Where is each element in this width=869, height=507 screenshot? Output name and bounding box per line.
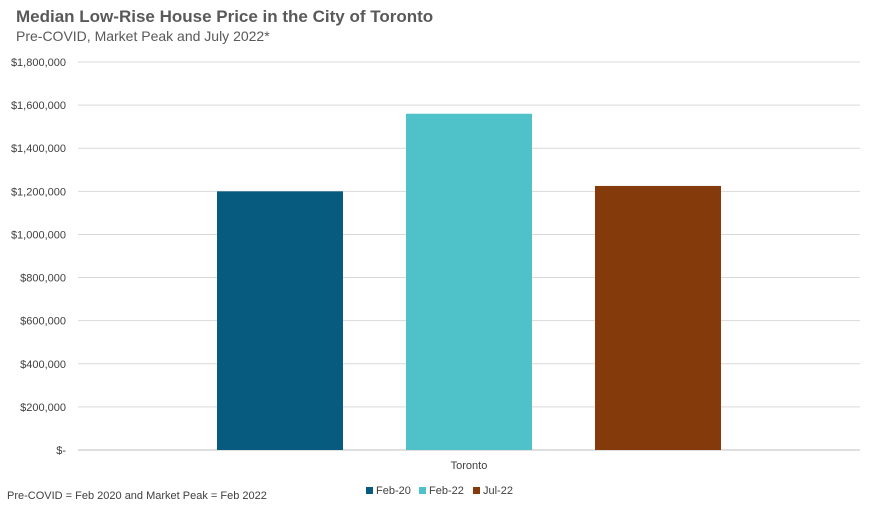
legend-item: Feb-20 xyxy=(366,485,411,497)
chart-subtitle: Pre-COVID, Market Peak and July 2022* xyxy=(16,28,270,44)
y-tick-label: $1,400,000 xyxy=(11,143,66,155)
bar-feb-22 xyxy=(406,113,532,450)
legend-label: Jul-22 xyxy=(483,485,513,497)
y-tick-label: $1,800,000 xyxy=(11,57,66,69)
y-tick-label: $1,600,000 xyxy=(11,100,66,112)
y-tick-label: $- xyxy=(56,445,66,457)
y-axis-tick-labels: $- $200,000 $400,000 $600,000 $800,000 $1,000… xyxy=(11,57,66,457)
y-tick-label: $1,000,000 xyxy=(11,229,66,241)
y-tick-label: $400,000 xyxy=(20,359,66,371)
legend-swatch xyxy=(366,487,373,494)
x-axis-tick-labels: Toronto xyxy=(451,460,488,472)
legend-item: Feb-22 xyxy=(419,485,464,497)
legend: Feb-20 Feb-22 Jul-22 xyxy=(366,485,513,497)
bar-feb-20 xyxy=(217,191,343,451)
y-tick-label: $1,200,000 xyxy=(11,186,66,198)
legend-label: Feb-20 xyxy=(376,485,411,497)
legend-swatch xyxy=(473,487,480,494)
legend-label: Feb-22 xyxy=(429,485,464,497)
y-tick-label: $800,000 xyxy=(20,273,66,285)
y-tick-label: $600,000 xyxy=(20,316,66,328)
x-tick-label: Toronto xyxy=(451,460,488,472)
chart-footnote: Pre-COVID = Feb 2020 and Market Peak = F… xyxy=(7,490,267,502)
bars xyxy=(217,113,721,451)
legend-item: Jul-22 xyxy=(473,485,513,497)
bar-jul-22 xyxy=(595,185,721,450)
legend-swatch xyxy=(419,487,426,494)
chart-title: Median Low-Rise House Price in the City … xyxy=(16,7,434,26)
y-tick-label: $200,000 xyxy=(20,402,66,414)
